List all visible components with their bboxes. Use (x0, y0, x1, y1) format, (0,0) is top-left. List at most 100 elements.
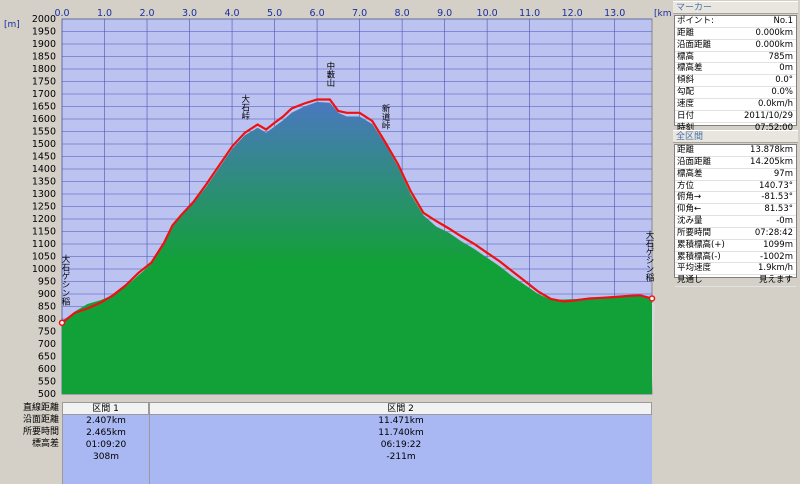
y-tick-label: 1900 (32, 39, 56, 50)
total-row: 俯角→ -81.53° (675, 192, 796, 205)
total-panel-header: 全区間 (673, 130, 798, 143)
section-table: 区間 1 区間 2 2.407km 2.465km 01:09:20 308m … (62, 402, 652, 484)
info-panel: マーカー ポイント: No.1 距離 0.000km 沿面距離 0.000km 標高 7… (671, 0, 800, 484)
section-2-column: 11.471km 11.740km 06:19:22 -211m (149, 415, 652, 484)
y-tick-label: 800 (38, 314, 56, 325)
y-tick-label: 1050 (32, 252, 56, 263)
x-tick-label: 9.0 (437, 8, 452, 19)
y-tick-label: 1450 (32, 152, 56, 163)
x-tick-label: 6.0 (310, 8, 325, 19)
total-info-table: 距離 13.878km 沿面距離 14.205km 標高差 97m 方位 140.73°… (674, 144, 797, 288)
y-tick-label: 700 (38, 339, 56, 350)
section-1-surface-distance: 2.465km (86, 428, 126, 438)
total-row: 見通し 見えます (675, 275, 796, 288)
y-tick-label: 1200 (32, 214, 56, 225)
x-tick-label: 4.0 (224, 8, 239, 19)
x-unit-label: [km] (654, 9, 671, 19)
waypoint-label: 中藪山 (325, 61, 335, 88)
x-tick-label: 11.0 (519, 8, 540, 19)
section-2-elevation-diff: -211m (386, 452, 416, 462)
y-tick-label: 500 (38, 389, 56, 400)
x-tick-label: 10.0 (477, 8, 498, 19)
y-tick-label: 1750 (32, 77, 56, 88)
marker-row: ポイント: No.1 (675, 16, 796, 28)
total-row: 累積標高(-) -1002m (675, 252, 796, 264)
x-tick-label: 1.0 (97, 8, 112, 19)
marker-row: 傾斜 0.0° (675, 75, 796, 88)
marker-row: 標高 785m (675, 52, 796, 64)
y-tick-label: 1250 (32, 202, 56, 213)
section-1-column: 2.407km 2.465km 01:09:20 308m (62, 415, 149, 484)
x-tick-label: 3.0 (182, 8, 197, 19)
y-tick-label: 1800 (32, 64, 56, 75)
y-tick-label: 550 (38, 377, 56, 388)
x-tick-label: 2.0 (139, 8, 154, 19)
marker-row: 距離 0.000km (675, 28, 796, 40)
y-tick-label: 1850 (32, 52, 56, 63)
y-tick-label: 900 (38, 289, 56, 300)
y-tick-label: 1100 (32, 239, 56, 250)
section-2-straight-distance: 11.471km (378, 416, 424, 426)
y-tick-label: 1000 (32, 264, 56, 275)
y-tick-label: 2000 (32, 14, 56, 25)
waypoint-label: 大石峠 (240, 94, 250, 121)
y-tick-label: 1600 (32, 114, 56, 125)
straight-distance-label: 直線距離 (22, 403, 59, 413)
y-tick-label: 1300 (32, 189, 56, 200)
section-2-surface-distance: 11.740km (378, 428, 424, 438)
y-tick-label: 1400 (32, 164, 56, 175)
section-2-header[interactable]: 区間 2 (149, 402, 652, 415)
total-row: 平均速度 1.9km/h (675, 263, 796, 276)
y-tick-label: 750 (38, 327, 56, 338)
x-tick-label: 12.0 (562, 8, 583, 19)
x-tick-label: 0.0 (54, 8, 69, 19)
section-1-header[interactable]: 区間 1 (62, 402, 149, 415)
travel-time-label: 所要時間 (22, 427, 59, 437)
y-tick-label: 1500 (32, 139, 56, 150)
total-row: 標高差 97m (675, 169, 796, 181)
marker-row: 勾配 0.0% (675, 87, 796, 99)
y-tick-label: 600 (38, 364, 56, 375)
section-1-elevation-diff: 308m (93, 452, 119, 462)
total-row: 方位 140.73° (675, 181, 796, 193)
surface-distance-label: 沿面距離 (22, 415, 59, 425)
terrain-area (62, 102, 652, 394)
waypoint-label: 新道峠 (380, 103, 390, 130)
marker-info-table: ポイント: No.1 距離 0.000km 沿面距離 0.000km 標高 785m 標… (674, 15, 797, 135)
section-2-travel-time: 06:19:22 (380, 440, 422, 450)
y-tick-label: 650 (38, 352, 56, 363)
section-1-straight-distance: 2.407km (86, 416, 126, 426)
total-row: 沿面距離 14.205km (675, 157, 796, 169)
total-row: 累積標高(+) 1099m (675, 240, 796, 252)
total-row: 所要時間 07:28:42 (675, 228, 796, 240)
marker-row: 日付 2011/10/29 (675, 111, 796, 123)
marker-row: 速度 0.0km/h (675, 99, 796, 111)
section-1-travel-time: 01:09:20 (85, 440, 127, 450)
x-tick-label: 8.0 (395, 8, 410, 19)
x-tick-label: 7.0 (352, 8, 367, 19)
y-tick-label: 850 (38, 302, 56, 313)
y-tick-label: 950 (38, 277, 56, 288)
total-row: 沈み量 -0m (675, 216, 796, 228)
waypoint-label: 大石ゲシン稲 (60, 254, 70, 306)
y-tick-label: 1650 (32, 102, 56, 113)
x-tick-label: 13.0 (604, 8, 625, 19)
total-row: 仰角← 81.53° (675, 204, 796, 217)
marker-row: 標高差 0m (675, 63, 796, 76)
total-row: 距離 13.878km (675, 145, 796, 157)
elevation-diff-label: 標高差 (31, 439, 59, 449)
y-tick-label: 1700 (32, 89, 56, 100)
marker-row: 沿面距離 0.000km (675, 40, 796, 52)
y-tick-label: 1950 (32, 27, 56, 38)
route-track-line (61, 98, 653, 324)
y-unit-label: [m] (4, 20, 20, 30)
y-tick-label: 1550 (32, 127, 56, 138)
marker-panel-header: マーカー (673, 1, 798, 14)
section-stat-labels: 直線距離 沿面距離 所要時間 標高差 (0, 402, 62, 450)
waypoint-label: 大石ゲシン稲 (644, 230, 654, 282)
y-tick-label: 1350 (32, 177, 56, 188)
end-point-marker (648, 295, 656, 302)
x-tick-label: 5.0 (267, 8, 282, 19)
start-point-marker (58, 319, 66, 326)
